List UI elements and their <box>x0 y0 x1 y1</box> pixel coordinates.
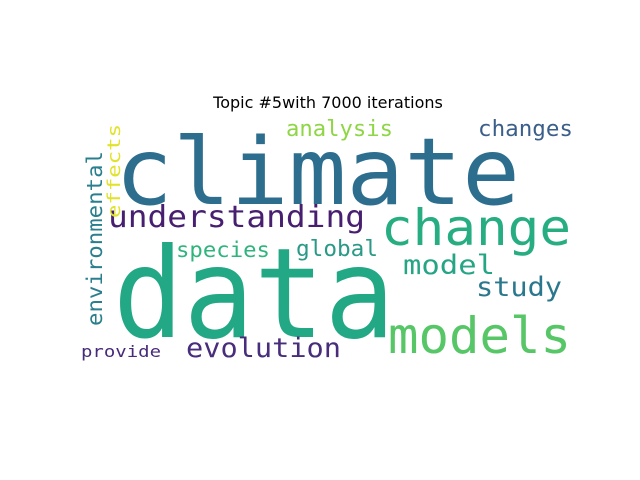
word-provide: provide <box>81 342 161 361</box>
word-model: model <box>403 250 495 281</box>
word-understanding: understanding <box>108 200 365 235</box>
word-study: study <box>476 272 562 303</box>
word-effects: effects <box>104 124 125 218</box>
word-data: data <box>113 222 395 367</box>
word-species: species <box>176 238 270 262</box>
word-analysis: analysis <box>286 117 393 142</box>
word-models: models <box>388 307 571 365</box>
chart-title: Topic #5with 7000 iterations <box>213 93 443 112</box>
word-evolution: evolution <box>186 333 341 364</box>
word-global: global <box>296 237 378 262</box>
word-changes: changes <box>478 117 573 142</box>
word-change: change <box>381 199 571 257</box>
word-climate: climate <box>115 118 520 226</box>
word-environmental: environmental <box>83 151 107 326</box>
